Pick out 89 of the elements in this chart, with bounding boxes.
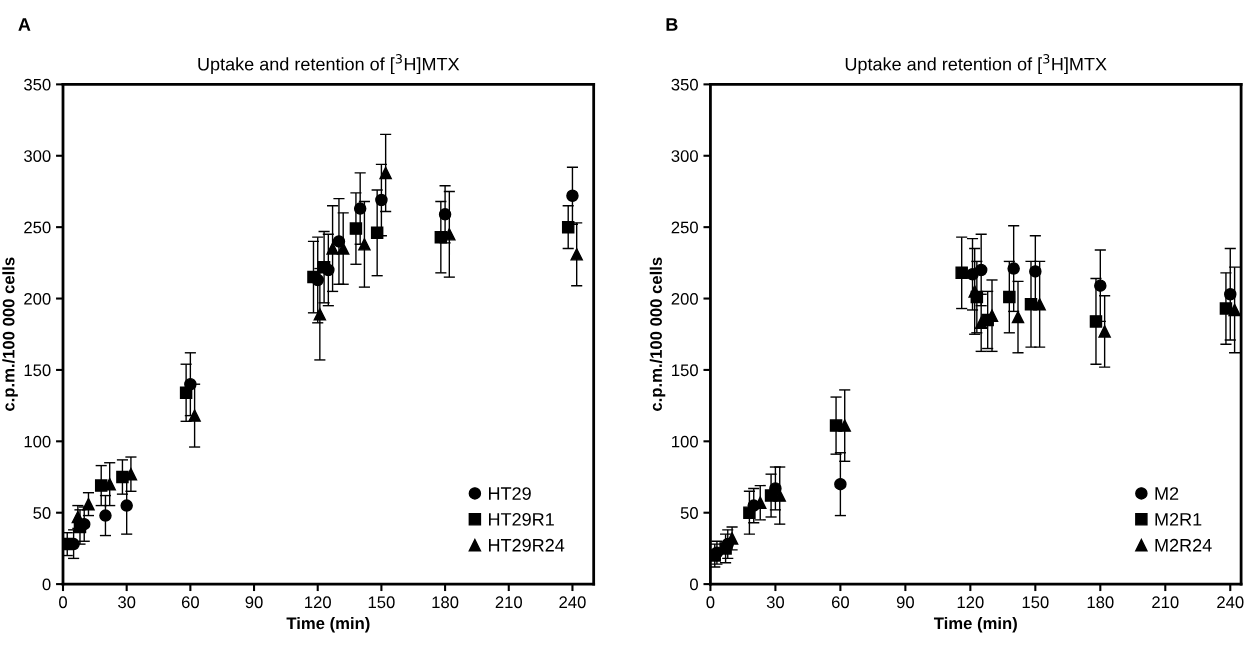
x-tick-label: 180 <box>1087 596 1114 609</box>
x-tick-label: 210 <box>1152 596 1179 609</box>
x-tick-label: 240 <box>1217 596 1244 609</box>
point <box>307 270 320 284</box>
legend-label: M2R1 <box>1155 513 1202 526</box>
point <box>974 316 988 330</box>
y-tick-label: 350 <box>671 78 698 91</box>
y-tick-label: 200 <box>24 292 51 305</box>
x-tick-label: 120 <box>957 596 984 609</box>
x-tick-label: 30 <box>766 596 785 609</box>
y-tick-label: 100 <box>24 435 51 448</box>
point <box>82 497 95 511</box>
point <box>561 220 575 234</box>
point <box>379 166 392 180</box>
y-tick-label: 300 <box>671 150 698 162</box>
point <box>1228 303 1241 317</box>
point <box>764 489 778 502</box>
y-axis-title: c.p.m./100 000 cells <box>2 257 18 411</box>
x-axis-title: Time (min) <box>286 617 370 633</box>
legend-label: HT29R24 <box>489 538 565 552</box>
text: A <box>18 18 31 31</box>
point <box>719 542 732 555</box>
point <box>829 419 843 432</box>
point <box>375 193 388 207</box>
y-tick-label: 100 <box>672 435 698 448</box>
x-tick-label: 0 <box>706 596 715 609</box>
point <box>179 386 193 400</box>
point <box>370 226 384 240</box>
point <box>358 238 371 251</box>
legend-label: HT29 <box>489 487 531 500</box>
y-tick-label: 350 <box>24 78 51 91</box>
y-axis-title: c.p.m./100 000 cells <box>649 257 666 411</box>
x-tick-label: 90 <box>896 596 914 609</box>
point <box>1029 265 1042 278</box>
x-tick-label: 180 <box>432 596 459 609</box>
x-tick-label: 30 <box>118 596 136 609</box>
x-tick-label: 60 <box>831 596 849 609</box>
x-tick-label: 150 <box>1022 596 1049 609</box>
point <box>1094 279 1107 292</box>
point <box>353 202 367 215</box>
chart-title: Uptake and retention of [$^{3}$H]MTX <box>845 54 1107 75</box>
y-tick-label: 250 <box>24 221 51 234</box>
y-tick-label: 0 <box>690 578 698 591</box>
point <box>955 266 968 280</box>
text: B <box>666 18 678 31</box>
chart-title: Uptake and retention of [$^{3}$H]MTX <box>198 54 460 75</box>
x-tick-label: 240 <box>559 596 586 609</box>
point <box>99 509 112 522</box>
y-tick-label: 50 <box>33 507 51 519</box>
point <box>349 222 363 235</box>
y-tick-label: 150 <box>672 364 698 377</box>
legend-label: M2R24 <box>1155 538 1212 552</box>
point <box>1219 302 1233 315</box>
point <box>570 248 583 261</box>
y-tick-label: 250 <box>671 221 698 234</box>
point <box>1098 325 1111 338</box>
point <box>1089 315 1103 328</box>
point <box>834 477 847 491</box>
point <box>317 260 331 274</box>
x-tick-label: 90 <box>245 596 263 609</box>
x-tick-label: 60 <box>181 596 199 609</box>
point <box>974 263 988 277</box>
y-tick-label: 0 <box>42 578 51 591</box>
x-tick-label: 0 <box>59 596 67 609</box>
point <box>566 189 579 202</box>
point <box>120 499 133 512</box>
x-tick-label: 150 <box>368 596 395 609</box>
y-tick-label: 150 <box>24 364 51 377</box>
point <box>838 419 851 432</box>
point <box>1033 298 1046 311</box>
point <box>1003 290 1016 304</box>
point <box>332 235 346 248</box>
point <box>313 307 327 321</box>
legend-label: M2 <box>1155 487 1179 500</box>
legend-label: HT29R1 <box>489 513 554 526</box>
point <box>1224 288 1237 301</box>
x-axis-title: Time (min) <box>933 617 1017 633</box>
point <box>1011 310 1025 324</box>
point <box>1007 262 1020 275</box>
point <box>743 506 756 519</box>
point <box>326 242 339 255</box>
y-tick-label: 300 <box>24 150 51 162</box>
point <box>438 208 452 221</box>
point <box>336 242 350 255</box>
y-tick-label: 50 <box>680 507 698 519</box>
x-tick-label: 210 <box>495 596 523 609</box>
point <box>188 409 201 422</box>
x-tick-label: 120 <box>305 596 331 609</box>
y-tick-label: 200 <box>671 292 698 305</box>
